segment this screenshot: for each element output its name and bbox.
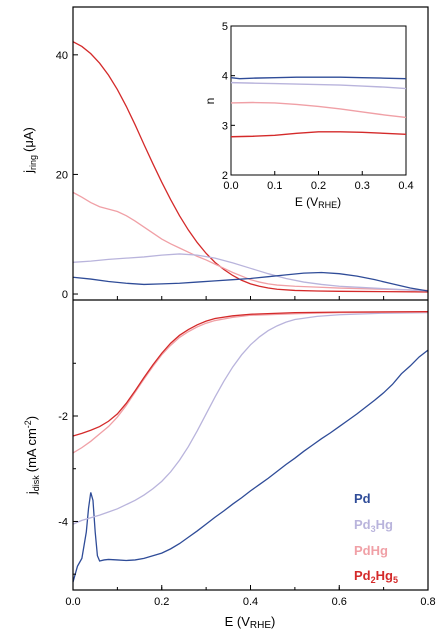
ring-ylabel-unit: (μA) <box>21 127 36 152</box>
inset-xtick-label: 0.3 <box>355 180 370 192</box>
disk-xlabel: E (VRHE) <box>225 614 276 631</box>
disk-ytick-label: -4 <box>58 516 68 528</box>
disk-xtick-label: 0.8 <box>420 596 435 608</box>
inset-ytick-label: 2 <box>222 170 228 182</box>
inset-frame <box>230 25 407 176</box>
ring-series-line-0 <box>72 41 429 293</box>
inset-xlabel-sub: RHE <box>318 200 337 210</box>
ring-ytick-label: 20 <box>56 169 68 181</box>
inset-ylabel-text: n <box>203 98 217 105</box>
disk-xlabel-close: ) <box>271 614 275 629</box>
legend-entry-part: 2 <box>371 575 376 585</box>
disk-xlabel-sub: RHE <box>250 620 271 631</box>
legend-entry-part: Hg <box>376 517 393 532</box>
ring-ylabel: jring (μA) <box>21 127 38 174</box>
legend-entry-part: Pd <box>354 568 371 583</box>
disk-ylabel: jdisk (mA cm-2) <box>23 416 41 495</box>
inset-xtick-label: 0.0 <box>223 180 238 192</box>
ring-series-line-2 <box>72 253 429 292</box>
ring-ytick-label: 40 <box>56 50 68 62</box>
axis-labels: E (VRHE) <box>72 6 429 631</box>
disk-ylabel-text: jdisk (mA cm-2) <box>23 416 41 495</box>
inset-series-line-3 <box>230 131 407 138</box>
legend-entry-part: Hg <box>376 568 393 583</box>
disk-ylabel-unit: (mA cm <box>24 428 39 472</box>
legend-entry-part: 3 <box>371 524 376 534</box>
legend-entry-PdHg: PdHg <box>354 543 388 558</box>
disk-ylabel-sub: disk <box>31 475 41 492</box>
inset-series-line-1 <box>230 81 407 90</box>
ring-ylabel-main: j <box>21 170 36 174</box>
disk-xtick-label: 0.2 <box>154 596 169 608</box>
legend-entry-Pd: Pd <box>354 491 371 506</box>
ring-ylabel-sub: ring <box>28 155 38 170</box>
disk-xtick-label: 0.4 <box>243 596 258 608</box>
inset-xlabel: E (VRHE) <box>295 195 341 210</box>
disk-series-line-PdHg <box>72 311 429 454</box>
ring-ytick-label: 0 <box>62 289 68 301</box>
ring-series-line-1 <box>72 191 429 292</box>
inset-ytick-label: 5 <box>222 21 228 33</box>
inset-xtick-label: 0.1 <box>267 180 282 192</box>
inset-ytick-label: 4 <box>222 71 228 83</box>
plot-frame <box>72 6 429 591</box>
disk-xtick-label: 0.0 <box>65 596 80 608</box>
ring-current-panel: 0 20 40 jring (μA) <box>21 41 429 301</box>
inset-xtick-label: 0.2 <box>311 180 326 192</box>
electron-transfer-inset: 0.0 0.1 0.2 0.3 0.4 2 3 4 5 n E (VRHE) <box>203 21 414 210</box>
disk-ytick-label: -2 <box>58 411 68 423</box>
disk-ylabel-close: ) <box>24 416 39 420</box>
inset-xlabel-close: ) <box>337 195 341 209</box>
disk-ylabel-sup: -2 <box>23 420 33 428</box>
legend-entry-Pd2Hg5: Pd2Hg5 <box>354 568 398 585</box>
legend-entry-part: Pd <box>354 517 371 532</box>
inset-ylabel: n <box>203 98 217 105</box>
inset-xlabel-main: E (V <box>295 195 318 209</box>
legend-entry-Pd3Hg: Pd3Hg <box>354 517 393 534</box>
disk-xtick-label: 0.6 <box>332 596 347 608</box>
inset-series-line-0 <box>230 76 407 80</box>
inset-series-line-2 <box>230 101 407 119</box>
disk-ylabel-main: j <box>24 491 39 495</box>
inset-ytick-label: 3 <box>222 120 228 132</box>
disk-xlabel-main: E (V <box>225 614 251 629</box>
disk-series-line-Pd3Hg <box>72 312 429 525</box>
legend-entry-part: 5 <box>393 575 398 585</box>
inset-xtick-label: 0.4 <box>398 180 413 192</box>
ring-ylabel-text: jring (μA) <box>21 127 38 174</box>
disk-series-line-Pd <box>72 349 429 583</box>
disk-series-line-Pd2Hg5 <box>72 310 429 437</box>
ring-series-line-3 <box>72 271 429 292</box>
